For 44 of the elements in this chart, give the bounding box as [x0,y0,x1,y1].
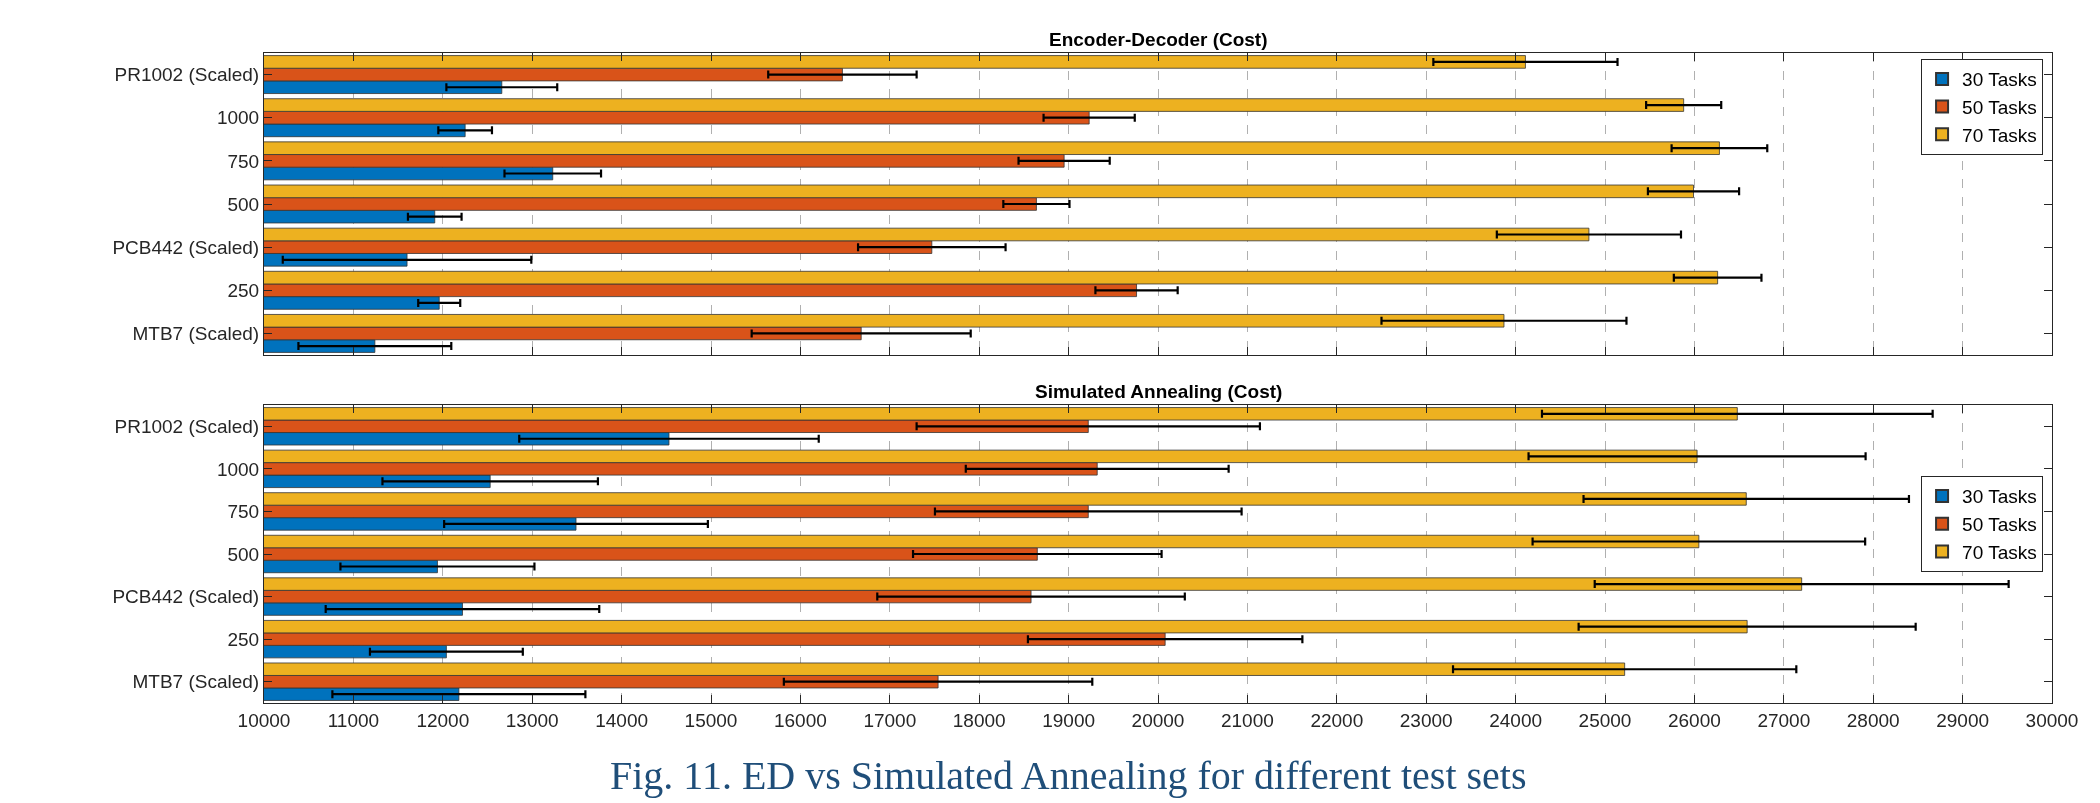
x-tick-label: 28000 [1846,709,1900,731]
x-tick-label: 10000 [237,709,291,731]
y-tick-label: 1000 [216,458,260,480]
y-tick-label: 250 [227,279,260,301]
x-tick-label: 27000 [1757,709,1811,731]
legend-label: 70 Tasks [1962,541,2037,563]
y-tick-label: PR1002 (Scaled) [114,64,260,86]
chart-title: Simulated Annealing (Cost) [1035,381,1283,402]
y-tick-label: 500 [227,193,260,215]
y-tick-label: 500 [227,543,260,565]
legend-label: 50 Tasks [1962,514,2037,536]
y-tick-label: MTB7 (Scaled) [132,323,260,345]
legend-label: 30 Tasks [1962,486,2037,508]
x-tick-label: 19000 [1042,709,1096,731]
x-tick-label: 24000 [1489,709,1543,731]
x-tick-label: 26000 [1667,709,1721,731]
x-tick-label: 17000 [863,709,917,731]
x-tick-label: 14000 [595,709,649,731]
y-tick-label: MTB7 (Scaled) [132,671,260,693]
legend-label: 50 Tasks [1962,97,2037,118]
legend-label: 30 Tasks [1962,69,2037,91]
y-tick-label: PR1002 (Scaled) [114,415,260,437]
x-tick-label: 23000 [1399,709,1453,731]
x-tick-label: 25000 [1578,709,1632,731]
y-tick-label: 750 [227,501,260,523]
chart-title: Encoder-Decoder (Cost) [1049,29,1268,50]
y-tick-label: 250 [227,628,260,650]
x-tick-label: 21000 [1220,709,1274,731]
x-tick-label: 16000 [773,709,827,731]
legend-label: 70 Tasks [1962,124,2037,146]
y-tick-label: PCB442 (Scaled) [112,586,260,608]
x-tick-label: 15000 [684,709,738,731]
x-tick-label: 13000 [505,709,559,731]
y-tick-label: 1000 [216,107,260,129]
x-tick-label: 12000 [416,709,470,731]
x-tick-label: 29000 [1936,709,1990,731]
x-tick-label: 11000 [327,709,380,731]
x-tick-label: 30000 [2025,709,2079,731]
x-tick-label: 20000 [1131,709,1185,731]
x-tick-label: 18000 [952,709,1006,731]
y-tick-label: PCB442 (Scaled) [112,236,260,258]
y-tick-label: 750 [227,150,260,172]
x-tick-label: 22000 [1310,709,1364,731]
caption: Fig. 11. ED vs Simulated Annealing for different test sets [610,753,1527,798]
